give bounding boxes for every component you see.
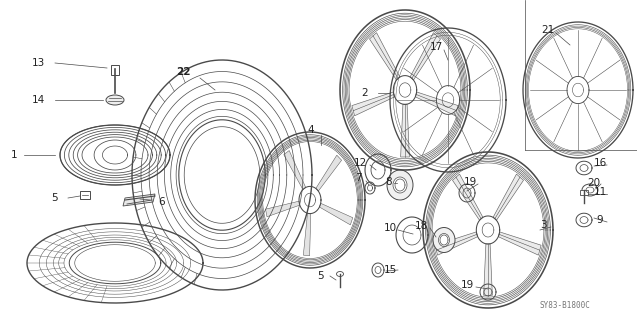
Text: 2: 2 (362, 88, 368, 98)
Bar (111, 65, 119, 75)
Text: 21: 21 (541, 25, 555, 35)
Ellipse shape (387, 170, 413, 200)
Polygon shape (369, 33, 400, 80)
Polygon shape (303, 213, 311, 256)
Ellipse shape (582, 184, 598, 196)
Polygon shape (352, 92, 395, 116)
Text: 1: 1 (11, 150, 17, 160)
Text: 14: 14 (31, 95, 45, 105)
Text: 5: 5 (52, 193, 59, 203)
Polygon shape (319, 203, 353, 225)
Polygon shape (123, 194, 155, 206)
Polygon shape (452, 174, 483, 220)
Text: 9: 9 (597, 215, 603, 225)
Bar (580, 190, 588, 195)
Ellipse shape (393, 177, 407, 193)
Text: 6: 6 (159, 197, 166, 207)
Bar (80, 191, 90, 199)
Text: 12: 12 (354, 158, 367, 168)
Polygon shape (284, 150, 306, 189)
Text: 22: 22 (176, 67, 190, 77)
Text: 15: 15 (383, 265, 397, 275)
Text: 19: 19 (461, 280, 474, 290)
Ellipse shape (433, 228, 455, 252)
Polygon shape (401, 104, 410, 157)
Polygon shape (498, 232, 541, 255)
Polygon shape (493, 174, 524, 220)
Polygon shape (410, 33, 441, 80)
Text: SY83-B1800C: SY83-B1800C (540, 300, 591, 309)
Text: 13: 13 (31, 58, 45, 68)
Text: 7: 7 (355, 173, 361, 183)
Polygon shape (435, 232, 478, 255)
Text: 19: 19 (463, 177, 476, 187)
Ellipse shape (438, 234, 450, 246)
Text: 11: 11 (594, 187, 606, 197)
Text: 8: 8 (385, 177, 392, 187)
Text: 16: 16 (594, 158, 606, 168)
Text: 18: 18 (415, 221, 427, 231)
Text: 17: 17 (429, 42, 443, 52)
Ellipse shape (336, 271, 343, 276)
Polygon shape (415, 92, 458, 116)
Polygon shape (316, 155, 341, 191)
Polygon shape (266, 201, 300, 217)
Text: 20: 20 (587, 178, 601, 188)
Ellipse shape (106, 95, 124, 105)
Text: 10: 10 (383, 223, 397, 233)
Text: 3: 3 (540, 220, 547, 230)
Text: 4: 4 (308, 125, 314, 135)
Text: 5: 5 (317, 271, 324, 281)
Polygon shape (483, 244, 492, 295)
